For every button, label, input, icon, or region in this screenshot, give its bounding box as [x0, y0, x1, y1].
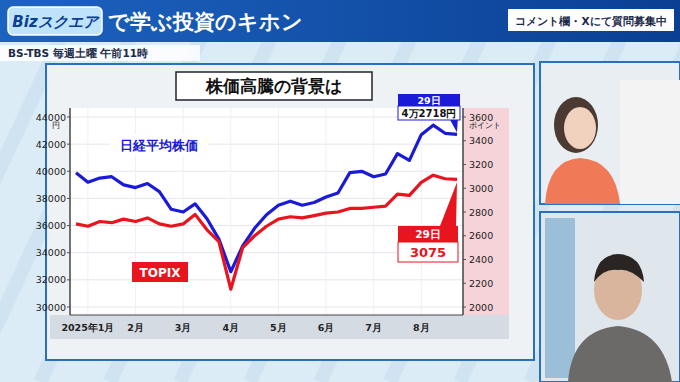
- y-axis: [69, 108, 71, 315]
- title-box: [176, 72, 372, 100]
- x-tick-label: 8月: [413, 322, 430, 333]
- person-face: [564, 107, 596, 149]
- logo-box: [8, 7, 102, 35]
- y2-tick-label: 2000: [469, 302, 493, 313]
- plot-area: [70, 108, 463, 315]
- y2-band: [463, 108, 509, 315]
- y-unit: 円: [52, 121, 60, 130]
- schedule: BS-TBS 毎週土曜 午前11時: [8, 47, 148, 59]
- page: Bizスクエアで学ぶ投資のキホン コメント欄・Xにて質問募集中 BS-TBS 毎週土…: [0, 0, 680, 382]
- grid-line: [70, 198, 463, 199]
- header-title: で学ぶ投資のキホン: [108, 10, 303, 34]
- header-bar: [0, 0, 680, 42]
- y2-tick-label: 3400: [469, 135, 493, 146]
- x-tick-label: 2月: [127, 322, 144, 333]
- video-wall: [620, 80, 680, 204]
- x-tick-label: 6月: [318, 322, 335, 333]
- person-body: [568, 326, 672, 382]
- annotation-text: 4万2718円: [402, 108, 457, 119]
- y-tick-label: 34000: [36, 247, 66, 258]
- grid-line-x: [373, 108, 374, 315]
- chart-panel: [46, 64, 534, 360]
- chart-title: 株価高騰の背景は: [205, 76, 342, 96]
- schedule-box: [0, 45, 200, 61]
- bg-stripe: [530, 40, 680, 382]
- y2-tick-label: 2800: [469, 207, 493, 218]
- grid-line-x: [326, 108, 327, 315]
- grid-line: [70, 279, 463, 280]
- annotation-body: [398, 106, 460, 120]
- y-tick-label: 40000: [36, 166, 66, 177]
- video-panel: [540, 62, 680, 204]
- lines: [76, 125, 457, 289]
- person-hair: [554, 97, 598, 153]
- y2-tick-label: 3000: [469, 183, 493, 194]
- y-tick-label: 30000: [36, 302, 66, 313]
- y2-unit: ポイント: [469, 121, 501, 130]
- logo: Bizスクエア: [12, 13, 99, 31]
- series-label: 日経平均株価: [120, 138, 198, 153]
- x-tick-label: 4月: [222, 322, 239, 333]
- y2-tick-label: 3200: [469, 159, 493, 170]
- annotation-label: 29日: [417, 95, 440, 106]
- series-line: [76, 175, 457, 289]
- annotation-label: 29日: [415, 228, 441, 240]
- person-body: [545, 158, 620, 204]
- grid-line-x: [278, 108, 279, 315]
- x-tick-label: 5月: [270, 322, 287, 333]
- series-label-box: [132, 262, 188, 282]
- series-line: [76, 125, 457, 272]
- grid-line-x: [87, 108, 88, 315]
- video-shelf: [545, 218, 575, 378]
- y2-tick-label: 2600: [469, 230, 493, 241]
- y2-tick-label: 2200: [469, 278, 493, 289]
- x-tick-label: 2025年1月: [61, 322, 114, 333]
- x-tick-label: 3月: [175, 322, 192, 333]
- y-tick-label: 32000: [36, 274, 66, 285]
- y2-tick-label: 2400: [469, 254, 493, 265]
- annotation-pointer: [440, 182, 457, 226]
- y-tick-label: 38000: [36, 193, 66, 204]
- annotation-text: 3075: [410, 245, 446, 260]
- y2-axis: [462, 108, 464, 315]
- annotation-body: [398, 242, 458, 262]
- y-tick-label: 36000: [36, 220, 66, 231]
- x-band: [50, 315, 509, 339]
- annotation-head: [398, 226, 458, 242]
- video-panel: [540, 212, 680, 382]
- notice-box: [508, 9, 674, 31]
- annotation-head: [398, 94, 460, 106]
- grid-line: [70, 307, 463, 308]
- grid-line: [70, 171, 463, 172]
- person-hair: [594, 254, 644, 282]
- x-tick-label: 7月: [365, 322, 382, 333]
- series-label: TOPIX: [140, 266, 182, 280]
- series-label-box: [110, 134, 208, 155]
- y-tick-label: 44000: [36, 112, 66, 123]
- notice: コメント欄・Xにて質問募集中: [515, 15, 666, 28]
- y-tick-label: 42000: [36, 139, 66, 150]
- x-axis: [70, 315, 463, 316]
- background: [0, 0, 680, 382]
